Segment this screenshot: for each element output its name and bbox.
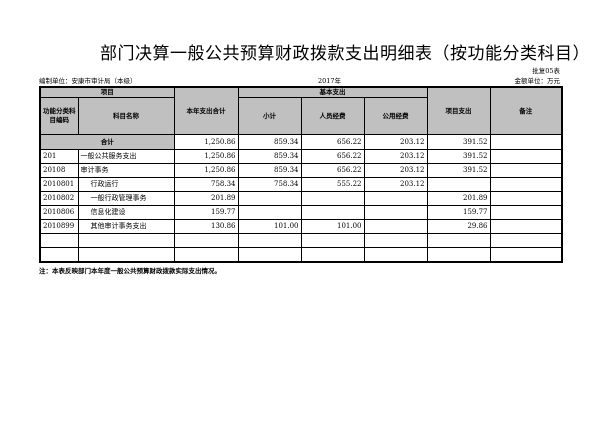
total-label: 合计 [39,134,175,150]
table-row [39,247,563,263]
cell-personnel [300,205,365,220]
form-number: 批复05表 [532,67,560,75]
cell-personnel: 101.00 [300,219,365,234]
table-row: 2010806 信息化建设 159.77 159.77 [39,205,563,220]
cell-remark [489,247,563,263]
cell-total [173,247,239,263]
cell-subtotal [237,247,302,263]
cell-code: 2010899 [39,219,79,234]
cell-name [77,247,175,263]
cell-project: 391.52 [426,163,491,178]
expenditure-table: 项目 本年支出合计 基本支出 项目支出 备注 功能分类科目编码 科目名称 小计 … [39,86,564,263]
cell-name: 信息化建设 [77,205,175,220]
header-project: 项目支出 [426,86,491,135]
cell-name [77,233,175,248]
cell-project: 29.86 [426,219,491,234]
cell-public [363,191,428,206]
cell-public [363,219,428,234]
cell-subtotal: 758.34 [237,177,302,192]
cell-name: 其他审计事务支出 [77,219,175,234]
table-row [39,233,563,248]
cell-personnel [300,247,365,263]
cell-project: 201.89 [426,191,491,206]
header-personnel: 人员经费 [300,97,365,135]
footnote: 注：本表反映部门本年度一般公共预算财政拨款实际支出情况。 [39,267,221,275]
total-remark [489,134,563,150]
cell-project: 391.52 [426,149,491,164]
cell-personnel [300,191,365,206]
cell-subtotal: 101.00 [237,219,302,234]
header-code: 功能分类科目编码 [39,97,79,135]
cell-total: 1,250.86 [173,149,239,164]
header-item: 项目 [39,86,175,98]
cell-name: 一般公共服务支出 [77,149,175,164]
cell-subtotal: 859.34 [237,149,302,164]
cell-personnel: 656.22 [300,163,365,178]
cell-code: 201 [39,149,79,164]
cell-project [426,247,491,263]
cell-total: 130.86 [173,219,239,234]
cell-subtotal [237,233,302,248]
cell-public: 203.12 [363,149,428,164]
cell-personnel [300,233,365,248]
cell-project: 159.77 [426,205,491,220]
cell-personnel: 555.22 [300,177,365,192]
cell-total [173,233,239,248]
cell-public [363,247,428,263]
table-row: 20108 审计事务 1,250.86 859.34 656.22 203.12 391.5… [39,163,563,178]
cell-remark [489,233,563,248]
total-subtotal: 859.34 [237,134,302,150]
cell-name: 行政运行 [77,177,175,192]
header-subtotal: 小计 [237,97,302,135]
cell-remark [489,149,563,164]
header-public: 公用经费 [363,97,428,135]
cell-project [426,233,491,248]
year: 2017年 [318,77,342,85]
cell-public [363,205,428,220]
cell-code: 2010806 [39,205,79,220]
cell-project [426,177,491,192]
total-personnel: 656.22 [300,134,365,150]
cell-code [39,233,79,248]
cell-public: 203.12 [363,163,428,178]
cell-code: 2010802 [39,191,79,206]
total-public: 203.12 [363,134,428,150]
cell-public [363,233,428,248]
cell-remark [489,177,563,192]
cell-code: 2010801 [39,177,79,192]
cell-remark [489,163,563,178]
total-row: 合计 1,250.86 859.34 656.22 203.12 391.52 [39,134,563,150]
table-row: 201 一般公共服务支出 1,250.86 859.34 656.22 203.12 391… [39,149,563,164]
header-basic: 基本支出 [237,86,428,98]
table-row: 2010801 行政运行 758.34 758.34 555.22 203.12 [39,177,563,192]
currency-unit: 金额单位：万元 [514,77,561,85]
cell-subtotal [237,205,302,220]
cell-name: 一般行政管理事务 [77,191,175,206]
total-total: 1,250.86 [173,134,239,150]
compiling-unit: 编制单位：安康市审计局（本级） [39,77,137,85]
cell-name: 审计事务 [77,163,175,178]
header-name: 科目名称 [77,97,175,135]
table-row: 2010899 其他审计事务支出 130.86 101.00 101.00 29.86 [39,219,563,234]
total-project: 391.52 [426,134,491,150]
cell-total: 159.77 [173,205,239,220]
cell-total: 201.89 [173,191,239,206]
cell-remark [489,219,563,234]
cell-subtotal [237,191,302,206]
cell-remark [489,205,563,220]
cell-public: 203.12 [363,177,428,192]
cell-personnel: 656.22 [300,149,365,164]
cell-subtotal: 859.34 [237,163,302,178]
cell-code: 20108 [39,163,79,178]
cell-remark [489,191,563,206]
cell-code [39,247,79,263]
page-title: 部门决算一般公共预算财政拨款支出明细表（按功能分类科目） [100,44,590,64]
table-section: 项目 本年支出合计 基本支出 项目支出 备注 功能分类科目编码 科目名称 小计 … [39,86,564,276]
cell-total: 758.34 [173,177,239,192]
header-remark: 备注 [489,86,563,135]
cell-total: 1,250.86 [173,163,239,178]
table-row: 2010802 一般行政管理事务 201.89 201.89 [39,191,563,206]
header-total: 本年支出合计 [173,86,239,135]
